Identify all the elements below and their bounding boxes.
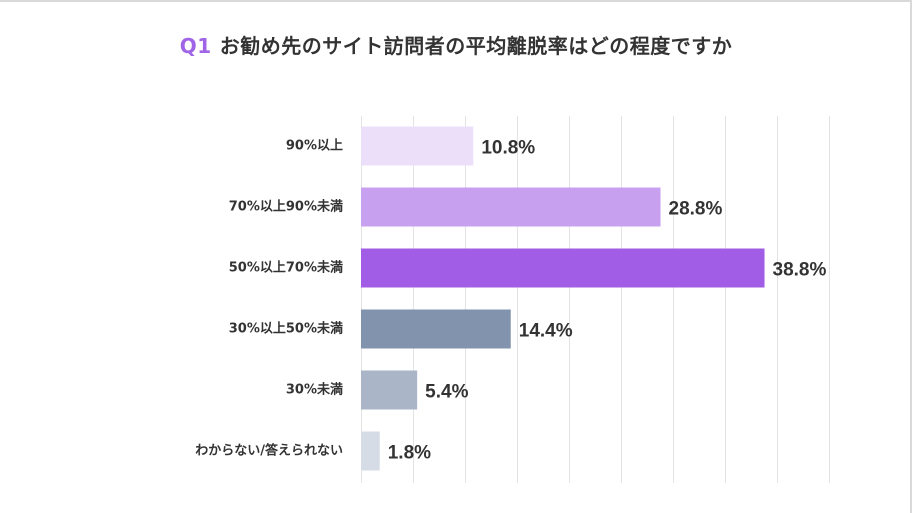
bar xyxy=(361,248,765,288)
bar xyxy=(361,431,380,471)
chart-title: Q1 お勧め先のサイト訪問者の平均離脱率はどの程度ですか xyxy=(0,30,912,59)
category-label: 70%以上90%未満 xyxy=(229,199,343,215)
question-text: お勧め先のサイト訪問者の平均離脱率はどの程度ですか xyxy=(219,34,733,58)
category-label: 90%以上 xyxy=(286,139,343,154)
value-label: 10.8% xyxy=(481,138,535,159)
category-label: 30%以上50%未満 xyxy=(229,321,343,337)
bar xyxy=(361,126,474,166)
value-label: 1.8% xyxy=(388,443,431,464)
bar xyxy=(361,187,661,227)
bar xyxy=(361,370,418,410)
value-label: 5.4% xyxy=(425,382,468,403)
category-label: わからない/答えられない xyxy=(195,443,343,459)
bar xyxy=(361,309,511,349)
category-label: 50%以上70%未満 xyxy=(229,260,343,276)
value-label: 38.8% xyxy=(773,260,827,281)
question-number: Q1 xyxy=(179,34,212,58)
value-label: 14.4% xyxy=(519,321,573,342)
category-label: 30%未満 xyxy=(286,382,343,398)
value-label: 28.8% xyxy=(669,199,723,220)
